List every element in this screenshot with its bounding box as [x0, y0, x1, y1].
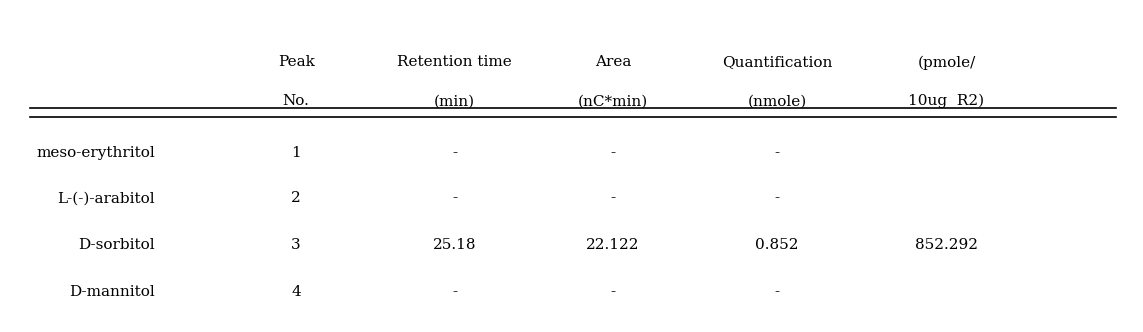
Text: 0.852: 0.852 — [756, 238, 799, 252]
Text: (nmole): (nmole) — [748, 94, 807, 108]
Text: 22.122: 22.122 — [586, 238, 640, 252]
Text: -: - — [774, 146, 780, 160]
Text: -: - — [451, 191, 457, 206]
Text: (min): (min) — [434, 94, 475, 108]
Text: -: - — [610, 191, 615, 206]
Text: 3: 3 — [291, 238, 301, 252]
Text: D-mannitol: D-mannitol — [69, 285, 154, 299]
Text: D-sorbitol: D-sorbitol — [78, 238, 154, 252]
Text: 1: 1 — [291, 146, 301, 160]
Text: Retention time: Retention time — [397, 55, 512, 69]
Text: (nC*min): (nC*min) — [577, 94, 648, 108]
Text: 25.18: 25.18 — [433, 238, 477, 252]
Text: No.: No. — [282, 94, 310, 108]
Text: -: - — [451, 285, 457, 299]
Text: -: - — [610, 285, 615, 299]
Text: -: - — [610, 146, 615, 160]
Text: -: - — [774, 285, 780, 299]
Text: meso-erythritol: meso-erythritol — [37, 146, 154, 160]
Text: 2: 2 — [291, 191, 301, 206]
Text: L-(-)-arabitol: L-(-)-arabitol — [57, 191, 154, 206]
Text: -: - — [774, 191, 780, 206]
Text: -: - — [451, 146, 457, 160]
Text: 852.292: 852.292 — [916, 238, 978, 252]
Text: Quantification: Quantification — [721, 55, 832, 69]
Text: 10ug  R2): 10ug R2) — [909, 94, 984, 109]
Text: Peak: Peak — [278, 55, 314, 69]
Text: Area: Area — [594, 55, 631, 69]
Text: 4: 4 — [291, 285, 301, 299]
Text: (pmole/: (pmole/ — [918, 55, 976, 70]
